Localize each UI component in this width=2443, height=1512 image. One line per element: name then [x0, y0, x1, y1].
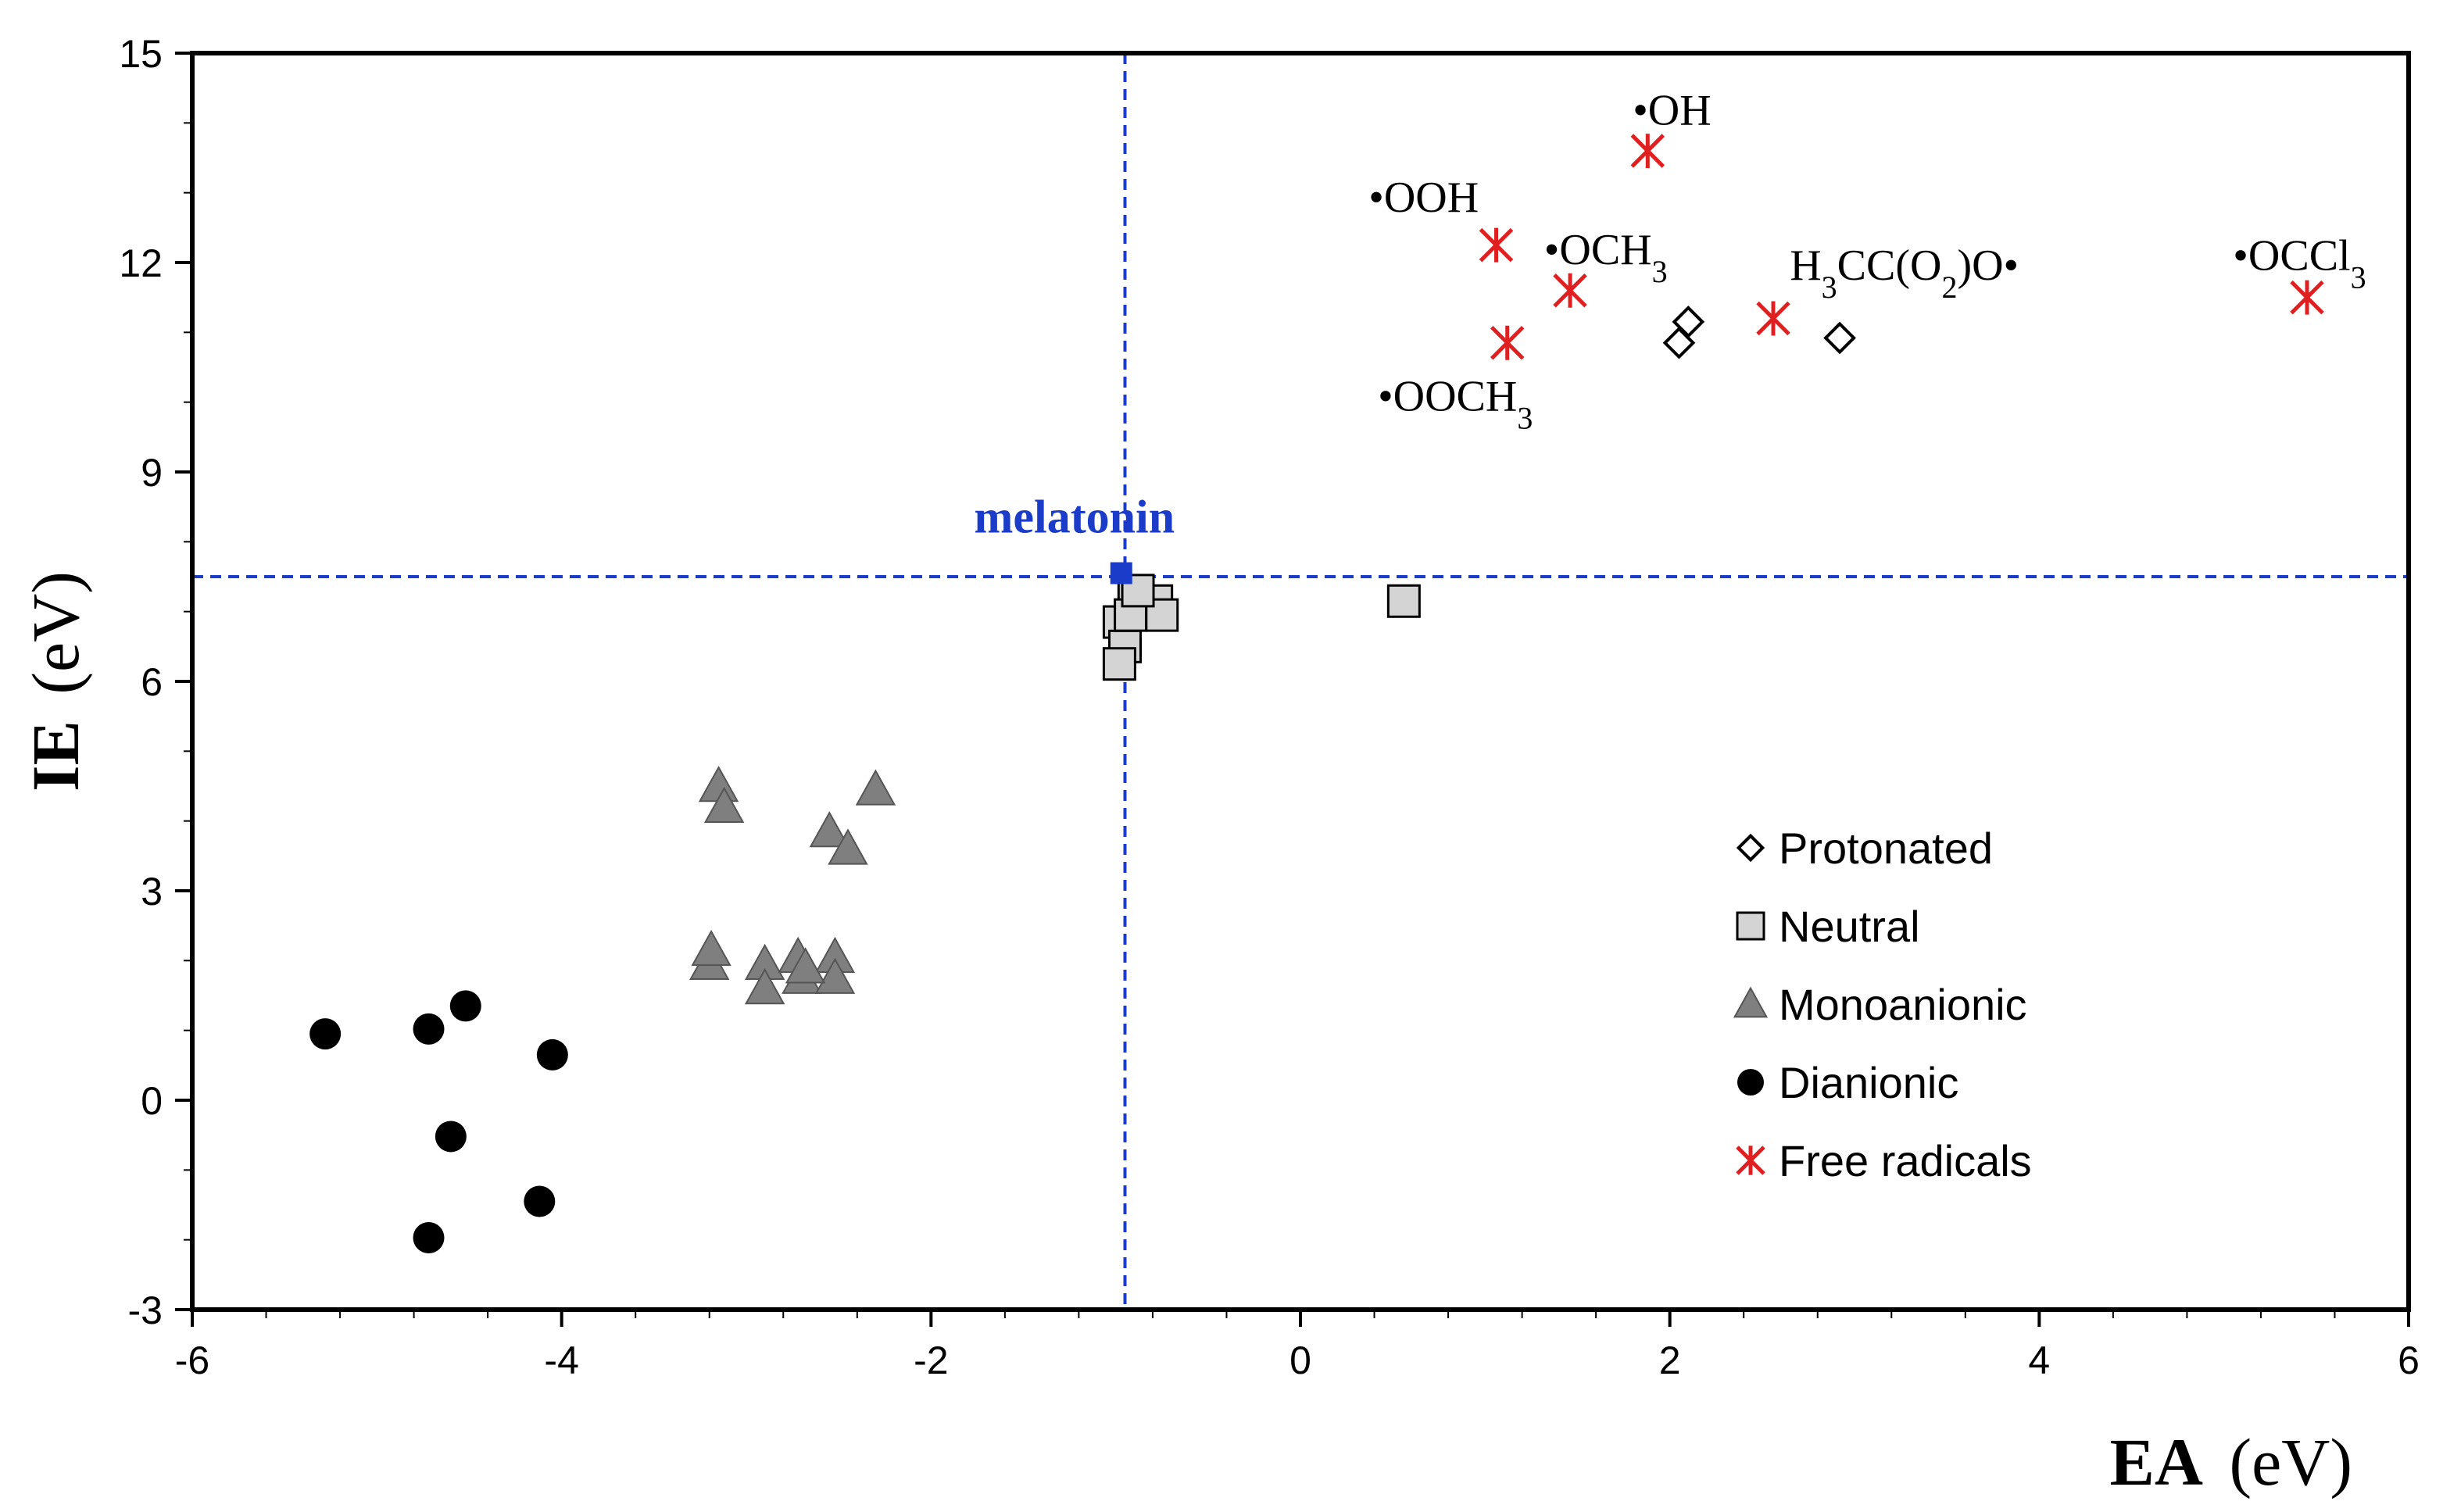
annotations: •OH •OOH •OCH3 •OOCH3 •OCCl3 H3CC(O2)O• — [1368, 86, 2366, 435]
monoanionic-point — [744, 968, 785, 1005]
radical-annotation: •OOH — [1368, 173, 1479, 222]
y-axis-title: IE (eV) — [18, 571, 93, 792]
plot-frame — [190, 51, 2411, 1312]
monoanionic-point — [785, 947, 826, 984]
monoanionic-point — [855, 769, 896, 806]
y-tick-label: 6 — [141, 660, 163, 704]
x-tick-label: 2 — [1659, 1339, 1681, 1382]
melatonin-label: melatonin — [974, 491, 1175, 543]
legend-label-protonated: Protonated — [1779, 824, 1993, 873]
radical-annotation: •OH — [1633, 86, 1712, 134]
x-tick-label: 6 — [2398, 1339, 2420, 1382]
free-radicals-point — [1553, 273, 1587, 308]
dianionic-point — [449, 990, 481, 1022]
legend-marker-monoanionic — [1733, 986, 1769, 1018]
reference-lines — [192, 53, 2409, 1310]
neutral-point — [1386, 584, 1421, 618]
x-axis-title: EA (eV) — [2109, 1424, 2352, 1499]
radical-annotation: H3CC(O2)O• — [1790, 241, 2019, 305]
dianionic-point — [309, 1018, 342, 1050]
monoanionic-point — [703, 786, 745, 823]
x-axis-title-main: EA — [2109, 1424, 2202, 1499]
radical-annotation: •OCH3 — [1544, 226, 1668, 289]
x-tick-label: -2 — [914, 1339, 948, 1382]
free-radicals-point — [1756, 301, 1790, 336]
x-tick-label: -6 — [175, 1339, 209, 1382]
x-tick-label: -4 — [544, 1339, 578, 1382]
legend-marker-neutral — [1736, 911, 1765, 941]
y-tick-label: 12 — [119, 241, 163, 285]
monoanionic-point — [691, 929, 731, 967]
dianionic-point — [413, 1221, 445, 1253]
dianionic-point — [413, 1013, 445, 1045]
dianionic-point — [524, 1185, 556, 1217]
y-tick-label: 9 — [141, 451, 163, 495]
monoanionic-point — [698, 765, 739, 802]
axis-ticks: -6 -4 -2 0 2 4 6 -3 0 3 6 9 12 15 — [119, 32, 2420, 1382]
dianionic-point — [435, 1121, 467, 1153]
free-radicals-point — [1490, 325, 1525, 360]
y-tick-label: 3 — [141, 870, 163, 913]
protonated-point — [1672, 306, 1705, 338]
melatonin-point — [1110, 562, 1132, 584]
legend-label-dianionic: Dianionic — [1779, 1058, 1958, 1107]
monoanionic-point — [814, 957, 856, 994]
x-tick-label: 0 — [1289, 1339, 1311, 1382]
legend-marker-free-radicals — [1736, 1146, 1765, 1175]
free-radicals-point — [2290, 280, 2324, 315]
y-tick-label: 0 — [141, 1079, 163, 1123]
legend-label-free-radicals: Free radicals — [1779, 1136, 2032, 1185]
free-radicals-point — [1630, 134, 1665, 169]
dianionic-point — [536, 1038, 568, 1071]
y-tick-label: -3 — [128, 1289, 163, 1332]
y-axis-title-unit: (eV) — [18, 571, 93, 695]
monoanionic-point — [828, 828, 868, 865]
radical-annotation: •OCCl3 — [2233, 231, 2366, 295]
monoanionic-point — [809, 811, 850, 848]
legend: Protonated Neutral Monoanionic Dianionic Fre… — [1733, 824, 2032, 1185]
radical-annotation: •OOCH3 — [1378, 373, 1533, 436]
legend-marker-protonated — [1736, 833, 1765, 863]
x-tick-label: 4 — [2028, 1339, 2050, 1382]
y-axis-title-main: IE — [18, 720, 93, 792]
legend-label-monoanionic: Monoanionic — [1779, 980, 2027, 1029]
legend-label-neutral: Neutral — [1779, 902, 1920, 951]
legend-marker-dianionic — [1737, 1069, 1764, 1096]
data-points — [309, 134, 2324, 1253]
y-tick-label: 15 — [119, 32, 163, 76]
x-axis-title-unit: (eV) — [2229, 1424, 2352, 1499]
protonated-point — [1823, 321, 1856, 355]
free-radicals-point — [1479, 227, 1514, 263]
neutral-point — [1102, 647, 1136, 681]
